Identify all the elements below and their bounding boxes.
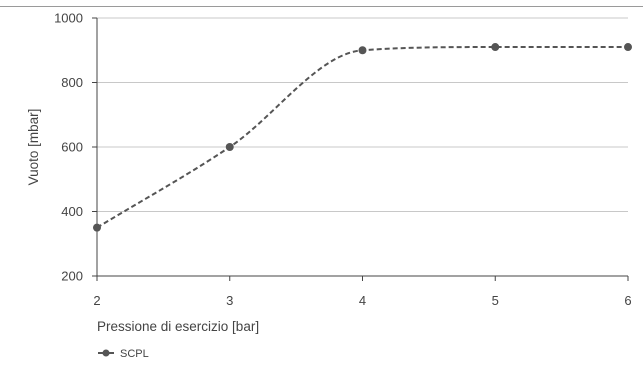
data-point-x2	[93, 223, 101, 232]
x-tick-label-5: 5	[492, 293, 499, 308]
legend-marker	[102, 349, 110, 357]
x-tick-label-2: 2	[93, 293, 100, 308]
y-tick-label-1000: 1000	[54, 11, 83, 26]
legend-label-scpl: SCPL	[120, 348, 149, 360]
data-point-x4	[358, 46, 367, 55]
data-point-x3	[225, 143, 234, 151]
series-group	[93, 43, 632, 232]
y-tick-label-400: 400	[61, 204, 83, 219]
x-axis-title: Pressione di esercizio [bar]	[97, 319, 259, 334]
x-axis-ticks: 2 3 4 5 6	[93, 276, 632, 308]
y-tick-label-200: 200	[61, 269, 83, 284]
legend: SCPL	[98, 348, 149, 360]
series-line-scpl	[96, 46, 628, 229]
x-tick-label-3: 3	[226, 293, 233, 308]
y-axis-ticks: 200 400 600 800 1000	[54, 11, 97, 284]
x-tick-label-6: 6	[624, 293, 631, 308]
y-axis-title: Vuoto [mbar]	[26, 109, 41, 186]
x-tick-label-4: 4	[359, 293, 366, 308]
y-tick-label-600: 600	[61, 140, 83, 155]
y-tick-label-800: 800	[61, 75, 83, 90]
grid-lines	[97, 17, 628, 212]
data-point-x5	[491, 43, 500, 52]
data-point-x6	[624, 43, 632, 52]
